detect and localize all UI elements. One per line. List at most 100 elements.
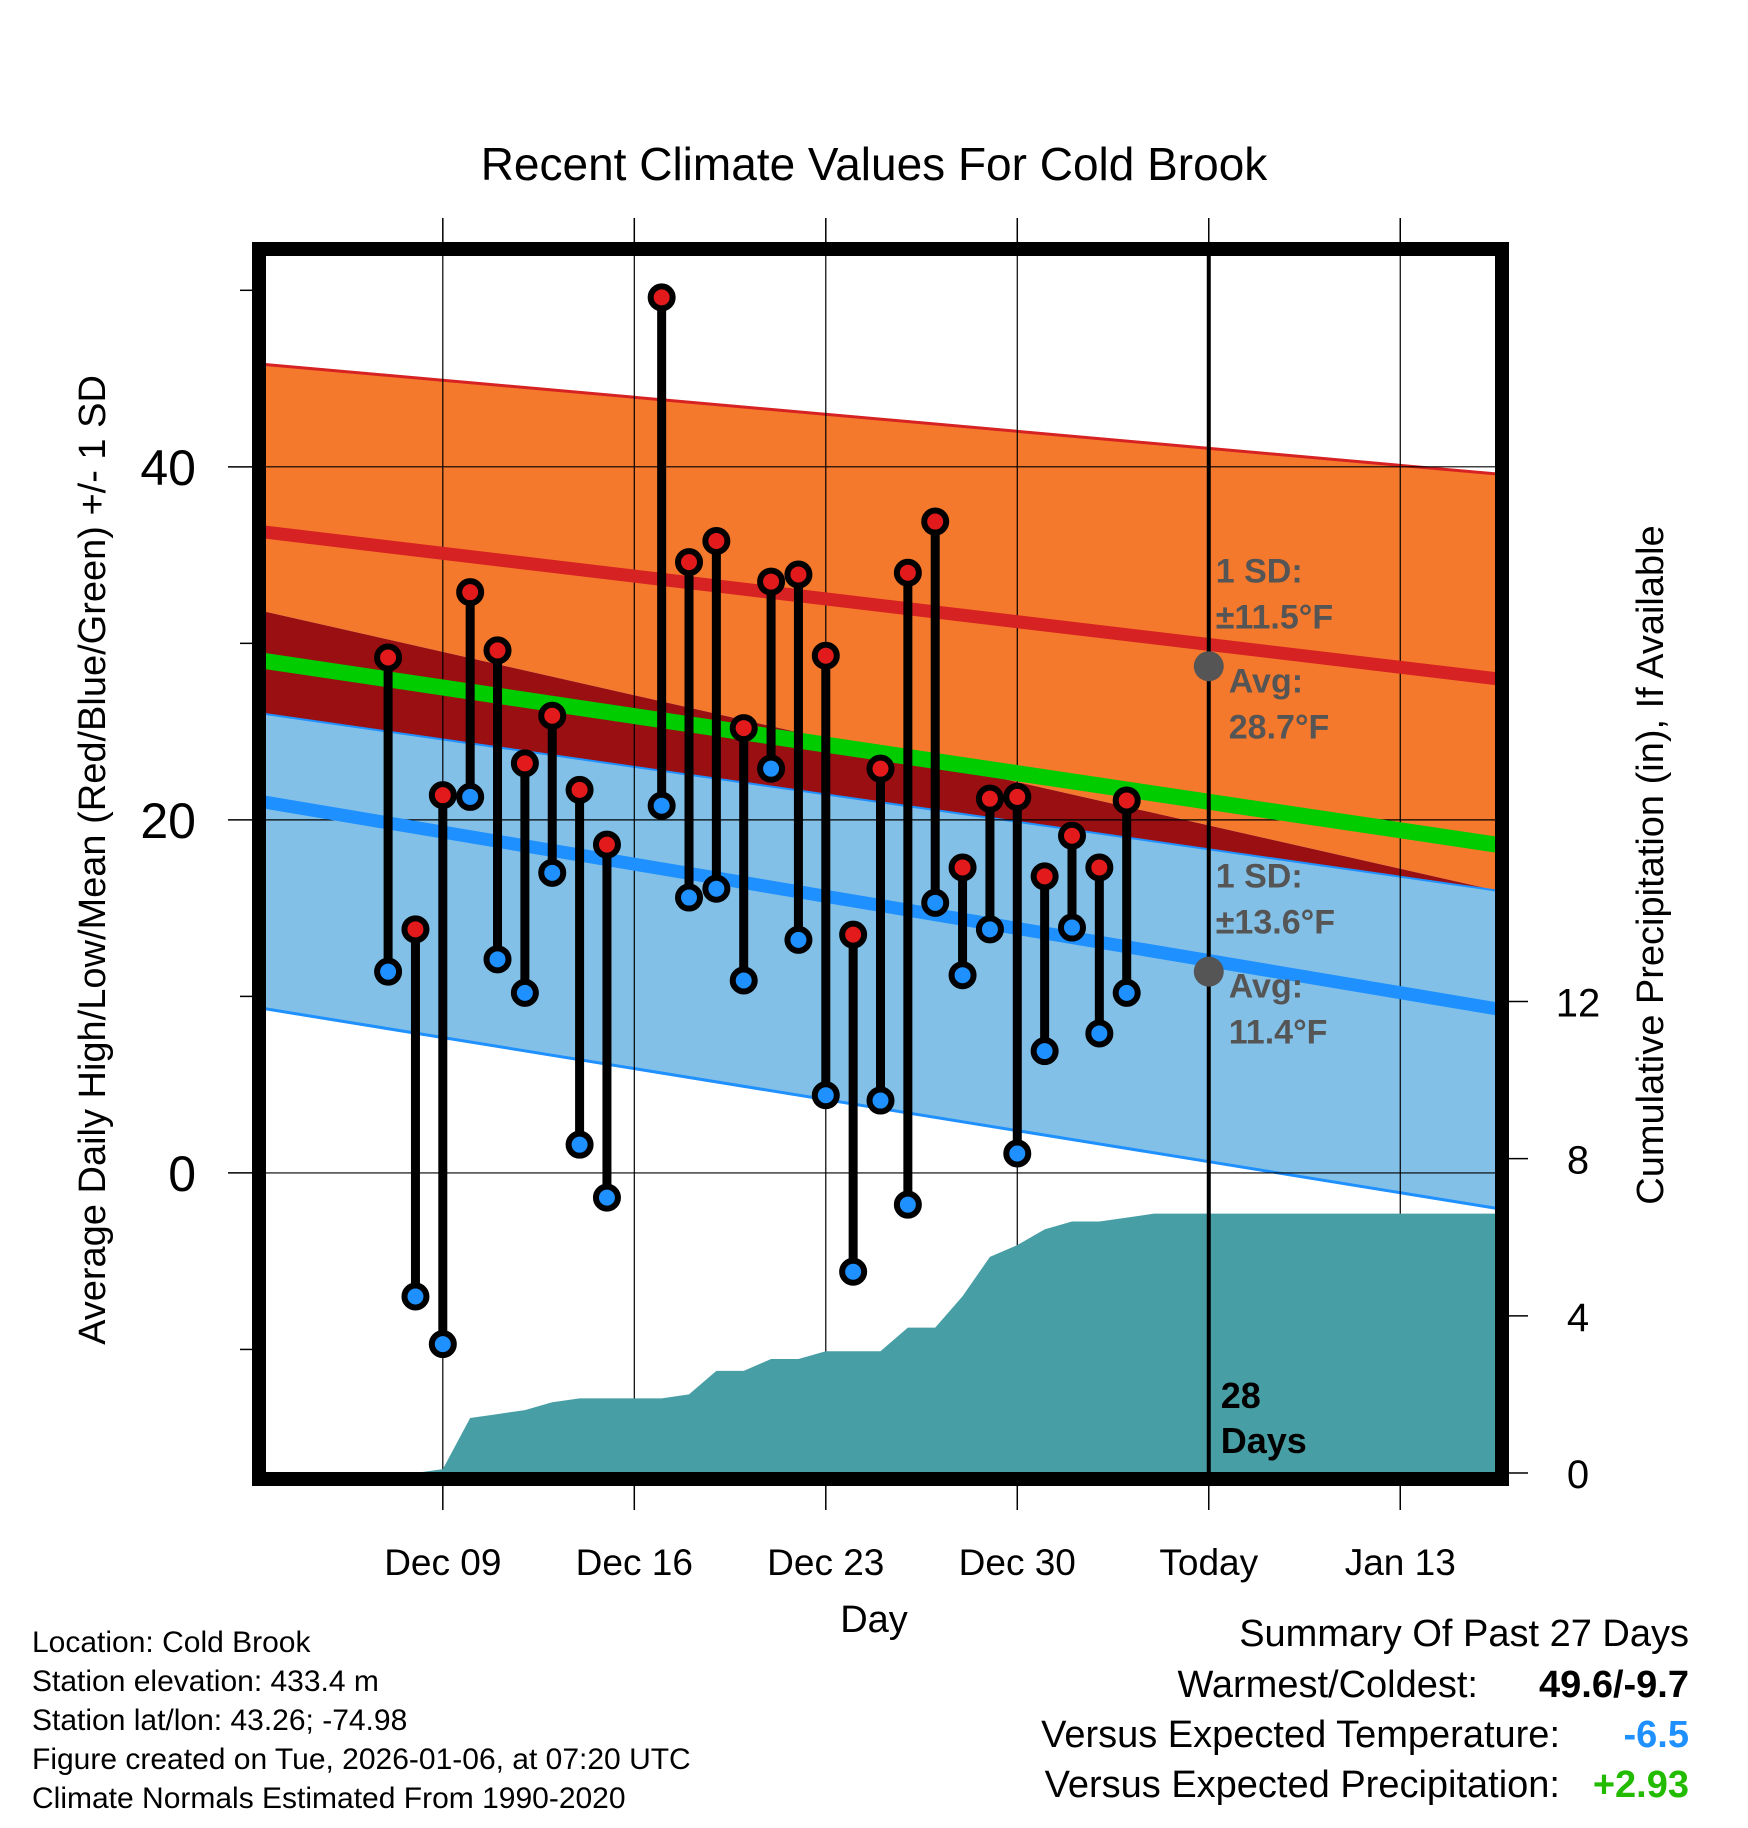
info-created: Figure created on Tue, 2026-01-06, at 07… (32, 1743, 691, 1776)
high-point (975, 784, 1004, 813)
high-sd-label: 1 SD: (1216, 552, 1303, 590)
high-point (948, 853, 977, 882)
info-elevation: Station elevation: 433.4 m (32, 1665, 379, 1698)
high-point (1057, 821, 1086, 850)
high-point (1085, 853, 1114, 882)
summary-temp-value: -6.5 (1623, 1714, 1689, 1756)
y2-tick-label-3: 12 (1556, 982, 1601, 1026)
high-point (483, 636, 512, 665)
low-point (839, 1257, 868, 1286)
high-point (675, 548, 704, 577)
low-point (592, 1183, 621, 1212)
info-normals: Climate Normals Estimated From 1990-2020 (32, 1782, 626, 1815)
days-count-label: 28 (1221, 1375, 1261, 1416)
y2-tick-label-2: 8 (1567, 1139, 1589, 1183)
high-point (538, 701, 567, 730)
summary-title: Summary Of Past 27 Days (1239, 1613, 1689, 1655)
high-point (592, 830, 621, 859)
low-point (565, 1130, 594, 1159)
low-point (538, 858, 567, 887)
high-point (921, 507, 950, 536)
low-point (675, 883, 704, 912)
y-tick-label-1: 20 (140, 793, 196, 849)
low-avg-label: Avg: (1229, 968, 1303, 1006)
high-point (729, 714, 758, 743)
summary-warm-cold-value: 49.6/-9.7 (1539, 1664, 1689, 1706)
high-point (1030, 862, 1059, 891)
x-tick-label-1: Dec 16 (576, 1542, 693, 1583)
low-point (1112, 978, 1141, 1007)
high-point (1003, 782, 1032, 811)
high-sd-band (265, 364, 1496, 891)
high-point (893, 558, 922, 587)
summary-temp-label: Versus Expected Temperature: (1041, 1714, 1560, 1756)
summary-warm-cold-label: Warmest/Coldest: (1177, 1664, 1478, 1706)
low-point (1057, 913, 1086, 942)
low-point (483, 945, 512, 974)
today-low-avg-marker (1193, 956, 1224, 987)
low-point (811, 1081, 840, 1110)
high-point (428, 781, 457, 810)
low-point (975, 915, 1004, 944)
high-point (374, 643, 403, 672)
high-point (401, 915, 430, 944)
y-tick-label-2: 40 (140, 440, 196, 496)
chart-labels: Recent Climate Values For Cold Brook Day A… (72, 138, 1672, 1641)
today-high-avg-marker (1193, 651, 1224, 682)
low-avg-value: 11.4°F (1229, 1014, 1328, 1052)
high-point (1112, 786, 1141, 815)
high-point (811, 641, 840, 670)
high-point (456, 578, 485, 607)
x-tick-label-5: Jan 13 (1345, 1542, 1456, 1583)
high-avg-value: 28.7°F (1229, 708, 1330, 746)
precip-fill (388, 1213, 1496, 1473)
low-point (510, 978, 539, 1007)
low-sd-value: ±13.6°F (1216, 904, 1335, 942)
low-point (428, 1330, 457, 1359)
high-point (565, 775, 594, 804)
low-point (921, 888, 950, 917)
info-latlon: Station lat/lon: 43.26; -74.98 (32, 1704, 408, 1737)
y2-tick-label-1: 4 (1567, 1296, 1589, 1340)
low-point (647, 791, 676, 820)
x-tick-label-3: Dec 30 (959, 1542, 1076, 1583)
y2-tick-label-0: 0 (1567, 1453, 1589, 1497)
high-avg-label: Avg: (1229, 662, 1303, 700)
low-point (866, 1086, 895, 1115)
low-point (1003, 1139, 1032, 1168)
low-point (757, 754, 786, 783)
high-point (757, 567, 786, 596)
low-point (893, 1190, 922, 1219)
plot-border (252, 242, 1509, 1486)
low-point (401, 1282, 430, 1311)
high-point (839, 920, 868, 949)
summary-precip-label: Versus Expected Precipitation: (1044, 1764, 1560, 1806)
annotations: 1 SD: ±11.5°F Avg: 28.7°F 1 SD: ±13.6°F Avg: 11… (1193, 552, 1335, 1461)
info-location: Location: Cold Brook (32, 1626, 311, 1659)
days-word-label: Days (1221, 1420, 1307, 1461)
low-point (702, 874, 731, 903)
y-tick-label-0: 0 (168, 1146, 196, 1202)
low-point (784, 925, 813, 954)
low-point (948, 961, 977, 990)
axes: Dec 09 Dec 16 Dec 23 Dec 30 Today Jan 1302040… (140, 218, 1600, 1583)
x-tick-label-0: Dec 09 (384, 1542, 501, 1583)
high-mean-line (265, 525, 1496, 686)
low-sd-label: 1 SD: (1216, 858, 1303, 896)
low-point (1030, 1037, 1059, 1066)
high-point (702, 526, 731, 555)
x-axis-title: Day (840, 1599, 908, 1641)
chart-title: Recent Climate Values For Cold Brook (481, 138, 1269, 190)
precipitation-area (388, 1213, 1496, 1473)
high-point (866, 754, 895, 783)
low-point (1085, 1019, 1114, 1048)
daily-points (374, 283, 1141, 1359)
high-upper-edge (265, 362, 1496, 476)
low-point (374, 957, 403, 986)
low-point (729, 966, 758, 995)
x-tick-label-2: Dec 23 (767, 1542, 884, 1583)
high-sd-value: ±11.5°F (1216, 598, 1333, 636)
y-axis-title: Average Daily High/Low/Mean (Red/Blue/Gr… (72, 375, 114, 1345)
y2-axis-title: Cumulative Precipitation (in), If Availa… (1630, 525, 1672, 1204)
